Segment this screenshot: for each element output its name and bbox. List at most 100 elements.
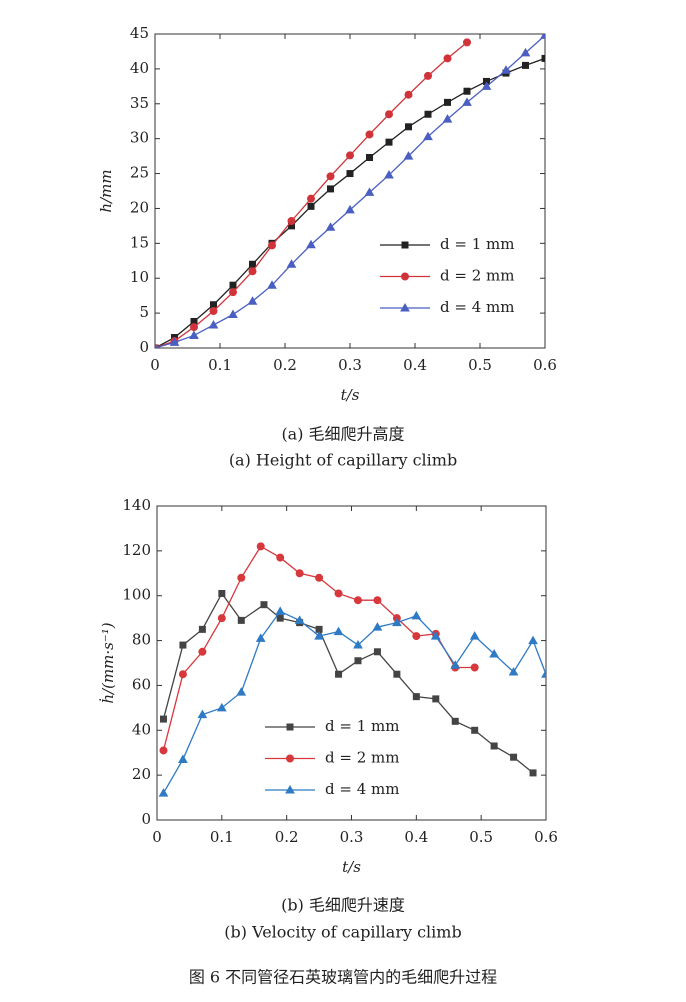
legend-label: d = 1 mm (325, 717, 399, 735)
y-tick-label: 100 (122, 586, 151, 604)
marker (412, 693, 420, 701)
marker (366, 154, 373, 162)
marker (249, 260, 256, 268)
marker (541, 669, 546, 678)
marker (364, 187, 375, 196)
marker (423, 131, 433, 141)
marker (353, 640, 363, 649)
marker (247, 296, 258, 305)
marker (276, 614, 284, 622)
y-tick-label: 140 (122, 496, 151, 514)
marker (307, 194, 315, 203)
marker (237, 616, 245, 624)
x-tick-label: 0.2 (273, 356, 297, 374)
marker (540, 34, 545, 39)
marker (404, 90, 413, 99)
figure-caption: 图 6 不同管径石英玻璃管内的毛细爬升过程 (189, 968, 497, 987)
marker (334, 589, 343, 598)
x-tick-label: 0.5 (469, 828, 493, 846)
legend-label: d = 4 mm (440, 298, 514, 316)
marker (255, 633, 266, 642)
x-tick-label: 0.4 (403, 356, 427, 374)
marker (405, 123, 412, 131)
marker (403, 151, 414, 160)
marker (159, 715, 167, 723)
marker (528, 635, 538, 645)
marker (276, 553, 285, 562)
marker (260, 601, 268, 609)
legend-label: d = 4 mm (325, 780, 399, 798)
marker (229, 281, 237, 289)
marker (412, 632, 421, 641)
legend-marker (286, 723, 294, 731)
marker (275, 606, 286, 615)
marker (327, 185, 334, 193)
marker (508, 666, 519, 676)
marker (236, 687, 247, 696)
plot-frame (156, 505, 547, 821)
marker (335, 670, 343, 678)
caption: (b) Velocity of capillary climb (224, 923, 461, 942)
marker (529, 769, 537, 777)
marker (155, 342, 158, 348)
marker (286, 259, 297, 268)
marker (442, 114, 453, 123)
caption: (a) 毛细爬升高度 (281, 425, 404, 444)
marker (228, 309, 238, 319)
y-axis-label: ḣ/(mm·s⁻¹) (99, 622, 117, 703)
marker (424, 110, 432, 118)
y-axis-label: h/mm (97, 169, 115, 212)
marker (315, 573, 324, 582)
marker (450, 660, 461, 669)
marker (217, 614, 226, 623)
marker (463, 38, 471, 47)
marker (237, 573, 246, 582)
marker (443, 54, 452, 63)
x-tick-label: 0.6 (534, 828, 558, 846)
marker (444, 98, 451, 106)
marker (490, 742, 498, 750)
marker (451, 717, 459, 725)
marker (522, 61, 529, 69)
marker (372, 622, 383, 631)
marker (216, 702, 227, 712)
x-tick-label: 0 (152, 828, 162, 846)
plot-area (155, 34, 545, 348)
marker (385, 138, 393, 146)
x-axis-label: t/s (341, 386, 360, 404)
marker (306, 239, 316, 249)
marker (159, 746, 168, 755)
marker (463, 87, 471, 95)
y-tick-label: 5 (139, 303, 149, 321)
x-axis-label: t/s (342, 858, 361, 876)
y-tick-label: 20 (130, 198, 149, 216)
y-tick-label: 60 (132, 675, 151, 693)
plot-area (158, 542, 546, 797)
marker (218, 589, 226, 597)
marker (345, 204, 355, 214)
legend-label: d = 1 mm (440, 235, 514, 253)
marker (373, 596, 382, 605)
y-tick-label: 35 (130, 94, 149, 112)
marker (430, 631, 441, 640)
y-tick-label: 20 (132, 765, 151, 783)
marker (190, 323, 198, 332)
marker (346, 170, 354, 178)
y-tick-label: 25 (130, 164, 149, 182)
y-tick-label: 80 (132, 631, 151, 649)
marker (169, 337, 180, 346)
marker (198, 625, 206, 633)
x-tick-label: 0.6 (533, 356, 557, 374)
marker (179, 641, 187, 649)
marker (256, 542, 265, 551)
y-tick-label: 0 (139, 338, 149, 356)
marker (294, 615, 305, 624)
marker (287, 217, 296, 226)
marker (267, 280, 277, 289)
marker (307, 202, 315, 210)
legend-marker (286, 754, 294, 763)
legend-marker (400, 302, 410, 312)
marker (209, 307, 218, 316)
marker (353, 596, 362, 605)
